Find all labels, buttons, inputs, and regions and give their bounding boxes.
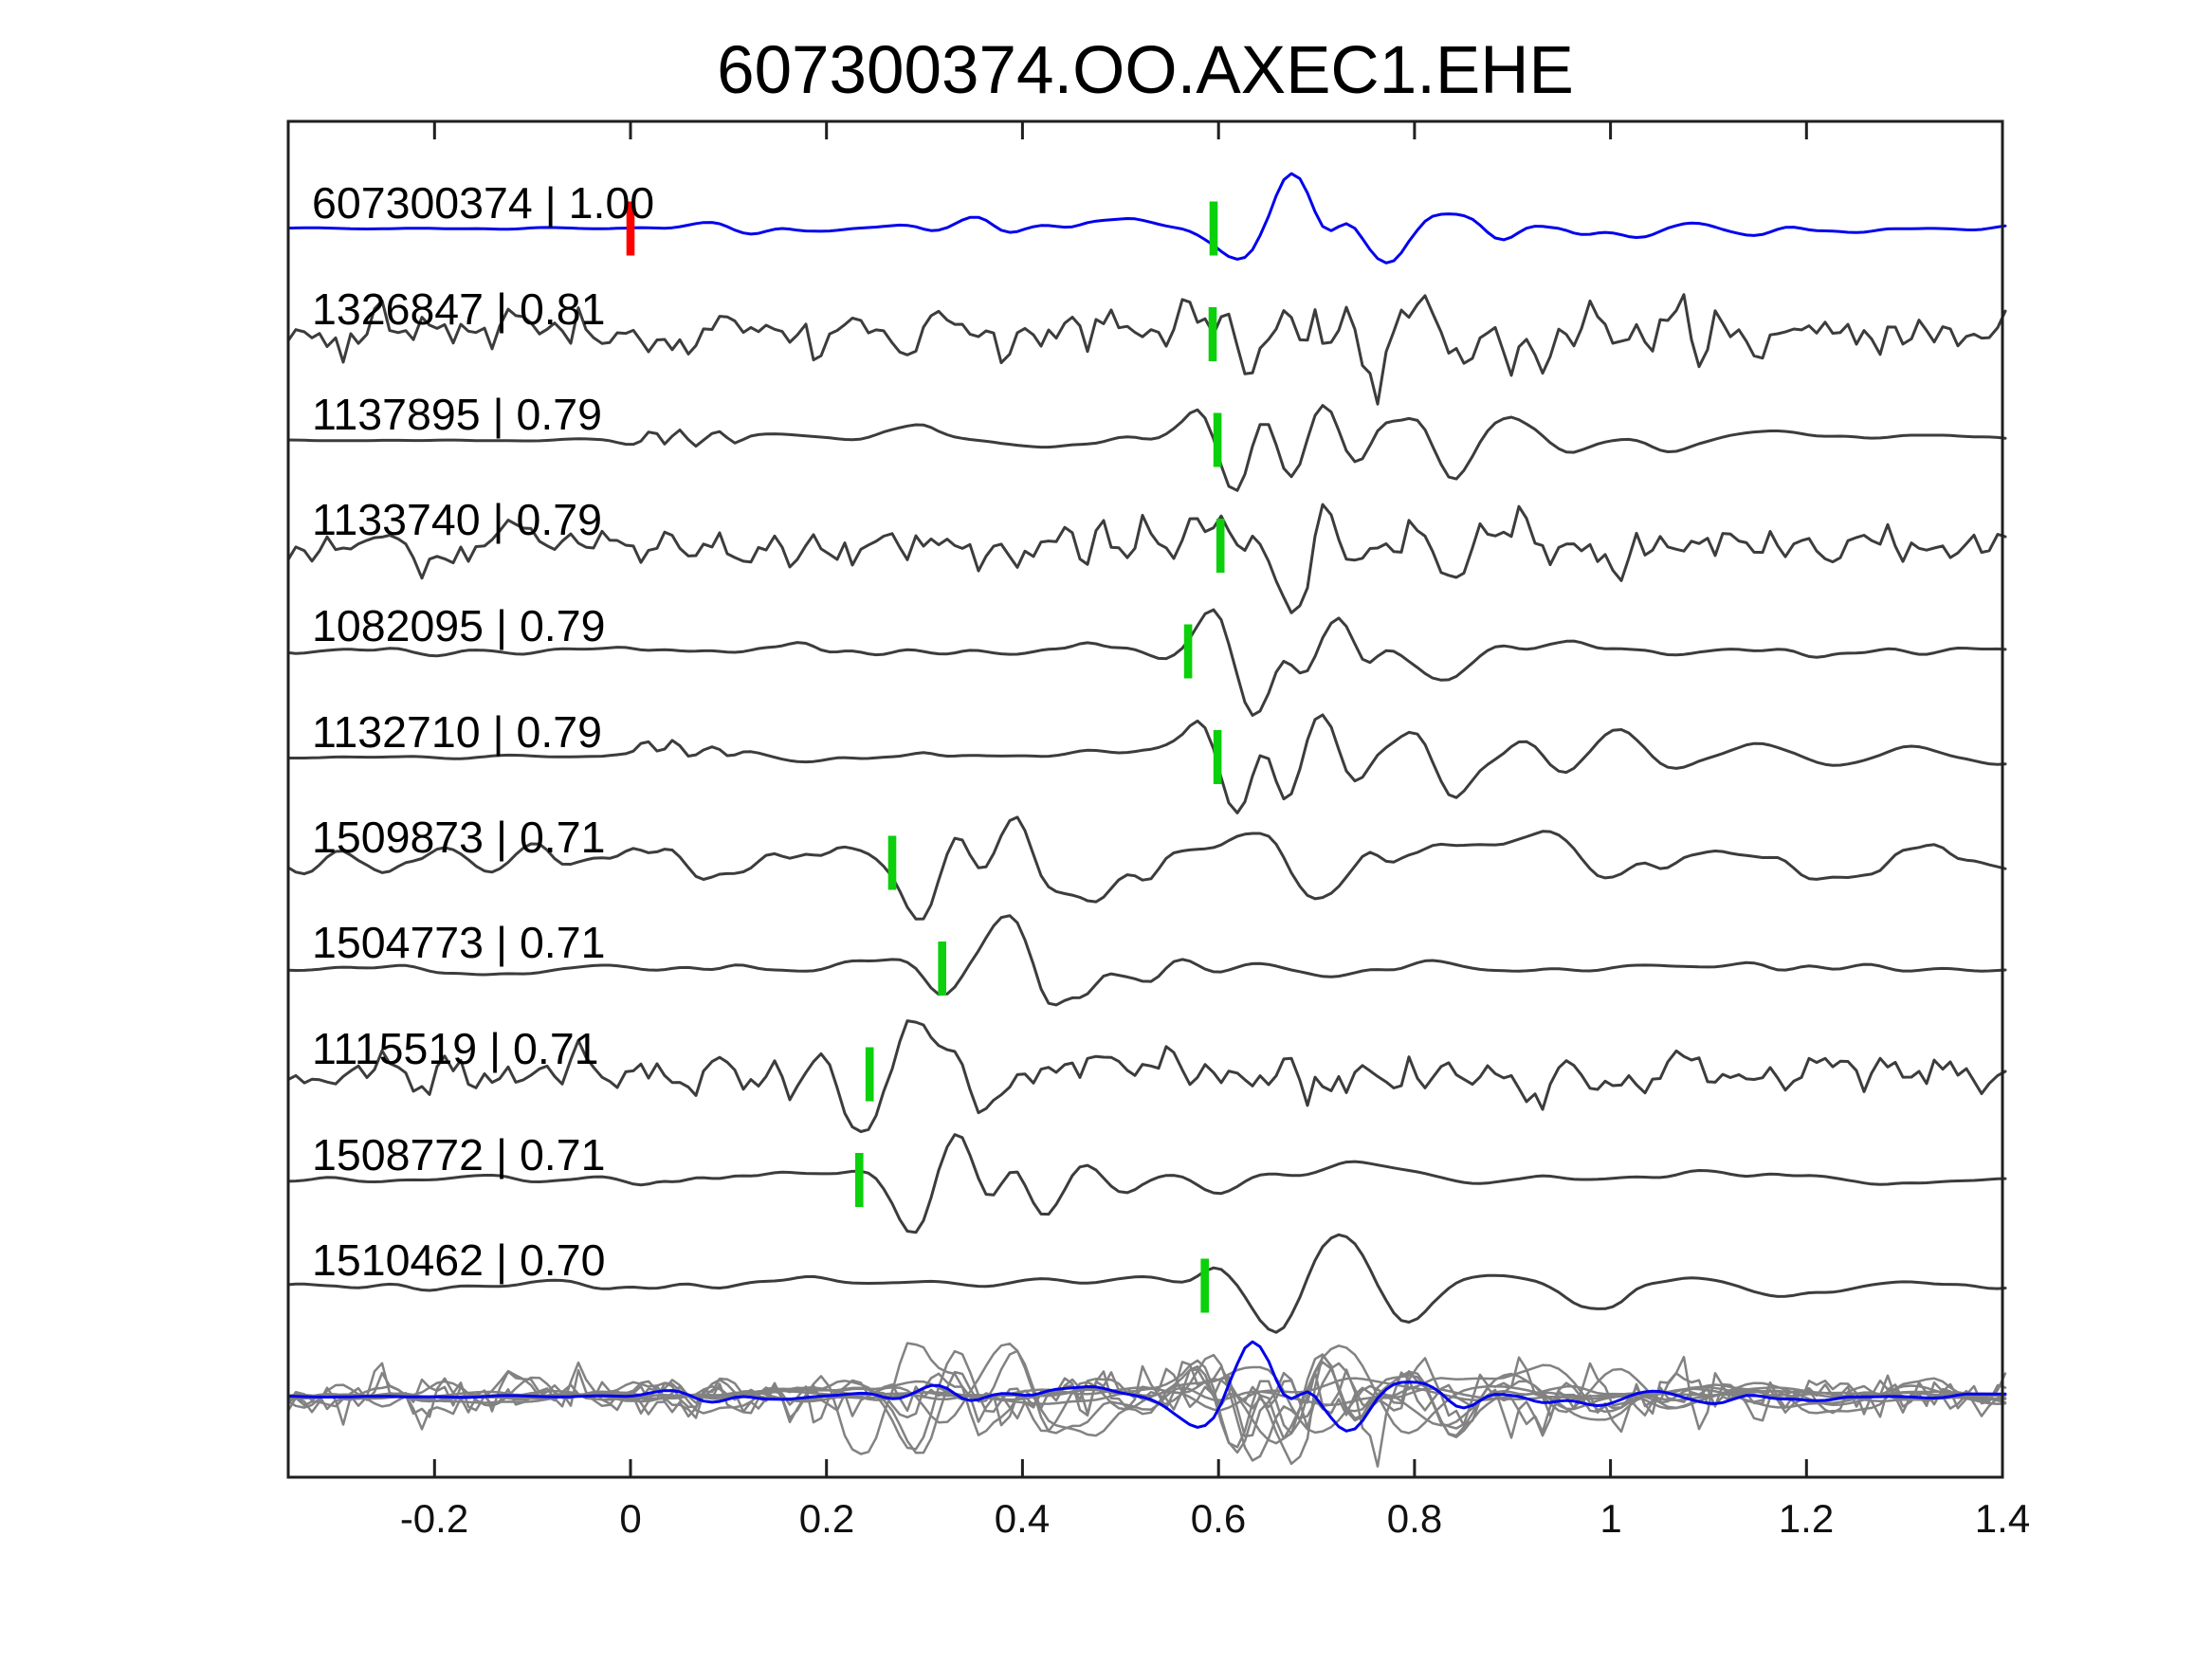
svg-text:1.2: 1.2 [1779,1496,1834,1541]
svg-text:1137895 | 0.79: 1137895 | 0.79 [312,390,602,439]
svg-text:1133740 | 0.79: 1133740 | 0.79 [312,495,602,544]
svg-text:0: 0 [619,1496,641,1541]
svg-text:1326847 | 0.81: 1326847 | 0.81 [312,284,605,334]
svg-text:1082095 | 0.79: 1082095 | 0.79 [312,601,605,650]
svg-text:607300374.OO.AXEC1.EHE: 607300374.OO.AXEC1.EHE [717,33,1574,108]
svg-text:1.4: 1.4 [1975,1496,2030,1541]
svg-text:1504773 | 0.71: 1504773 | 0.71 [312,918,605,967]
svg-text:-0.2: -0.2 [400,1496,468,1541]
svg-text:1115519 | 0.71: 1115519 | 0.71 [312,1024,599,1073]
svg-text:1509873 | 0.71: 1509873 | 0.71 [312,813,605,862]
svg-text:0.2: 0.2 [799,1496,854,1541]
svg-text:0.6: 0.6 [1191,1496,1246,1541]
svg-text:1132710 | 0.79: 1132710 | 0.79 [312,707,602,757]
svg-text:0.8: 0.8 [1387,1496,1442,1541]
svg-text:1: 1 [1600,1496,1621,1541]
svg-text:607300374 | 1.00: 607300374 | 1.00 [312,178,654,228]
svg-text:1508772 | 0.71: 1508772 | 0.71 [312,1130,605,1179]
svg-text:0.4: 0.4 [995,1496,1050,1541]
svg-text:1510462 | 0.70: 1510462 | 0.70 [312,1235,605,1285]
